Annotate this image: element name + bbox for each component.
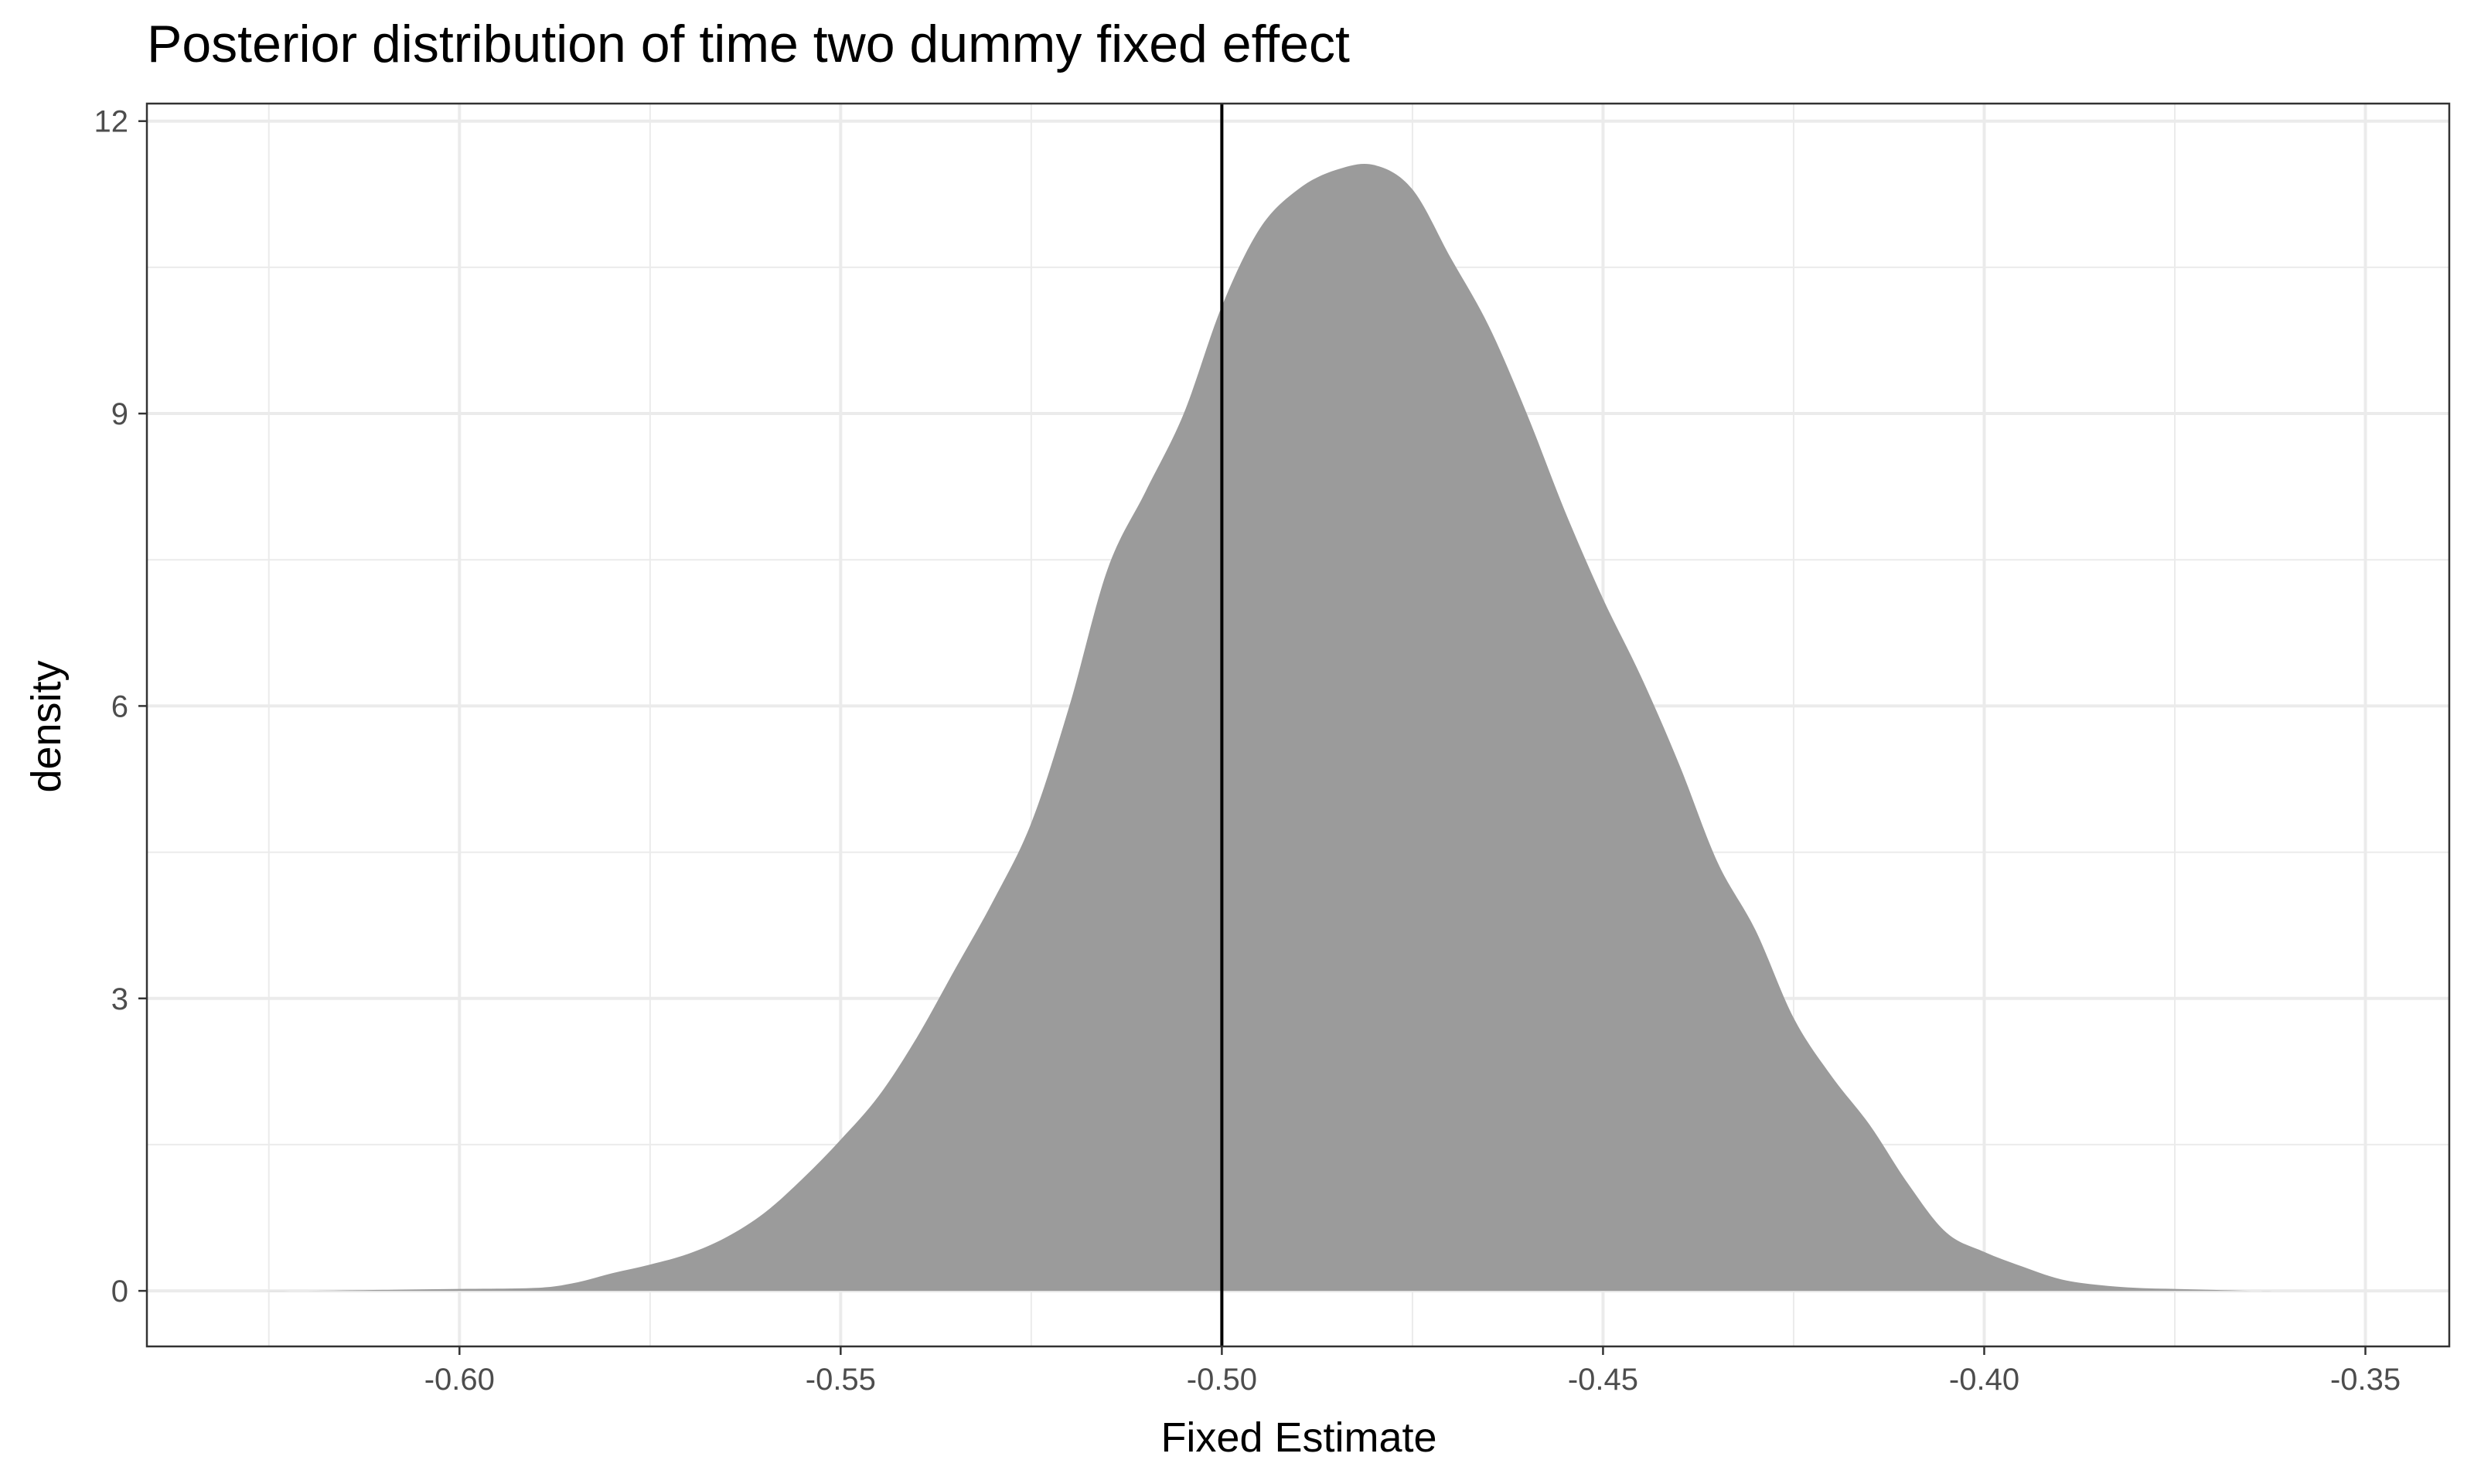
plot-panel <box>145 102 2451 1348</box>
x-tick-label: -0.35 <box>2330 1363 2401 1397</box>
x-tick-label: -0.45 <box>1568 1363 1638 1397</box>
x-tick-label: -0.50 <box>1187 1363 1257 1397</box>
y-tick-label: 3 <box>111 982 128 1016</box>
y-tick-label: 9 <box>111 397 128 431</box>
y-tick-label: 6 <box>111 689 128 723</box>
chart-title: Posterior distribution of time two dummy… <box>147 15 1350 73</box>
y-axis-title: density <box>23 660 70 792</box>
y-tick-label: 12 <box>94 105 129 139</box>
y-tick-label: 0 <box>111 1275 128 1309</box>
density-area <box>246 163 2343 1292</box>
panel-border <box>145 102 2451 1348</box>
x-tick-label: -0.55 <box>806 1363 876 1397</box>
x-tick-label: -0.60 <box>424 1363 495 1397</box>
x-axis: -0.60 -0.55 -0.50 -0.45 -0.40 -0.35 <box>424 1346 2401 1397</box>
x-tick-label: -0.40 <box>1949 1363 2019 1397</box>
x-axis-title: Fixed Estimate <box>1160 1414 1436 1461</box>
y-axis: 0 3 6 9 12 <box>94 105 147 1309</box>
